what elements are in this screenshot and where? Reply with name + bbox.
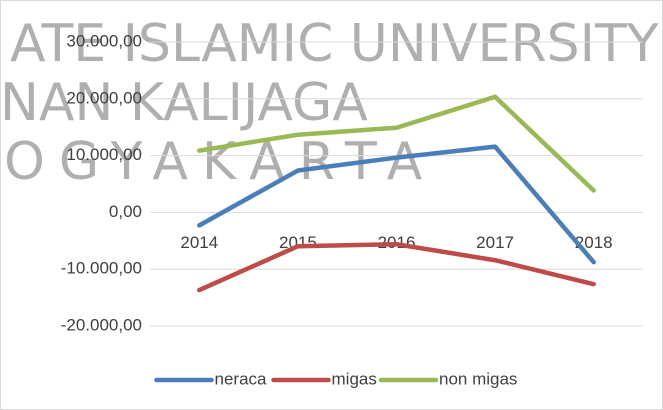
legend-label: non migas [439, 369, 517, 388]
x-tick-label: 2018 [575, 233, 613, 252]
watermark-text: NAN KALIJAGA [0, 73, 368, 133]
x-tick-label: 2014 [180, 233, 218, 252]
watermark-text: ATE ISLAMIC UNIVERSITY [10, 14, 659, 74]
x-tick-label: 2017 [476, 233, 514, 252]
y-tick-label: 20.000,00 [66, 88, 142, 107]
series-line [197, 94, 596, 193]
legend-label: migas [332, 369, 377, 388]
legend-label: neraca [215, 369, 268, 388]
y-tick-label: 0,00 [109, 202, 142, 221]
y-tick-label: 10.000,00 [66, 145, 142, 164]
y-tick-label: 30.000,00 [66, 31, 142, 50]
y-tick-label: -10.000,00 [61, 259, 142, 278]
x-tick-label: 2015 [279, 233, 317, 252]
series-line [197, 242, 596, 293]
series-line [197, 144, 596, 265]
y-tick-label: -20.000,00 [61, 315, 142, 334]
